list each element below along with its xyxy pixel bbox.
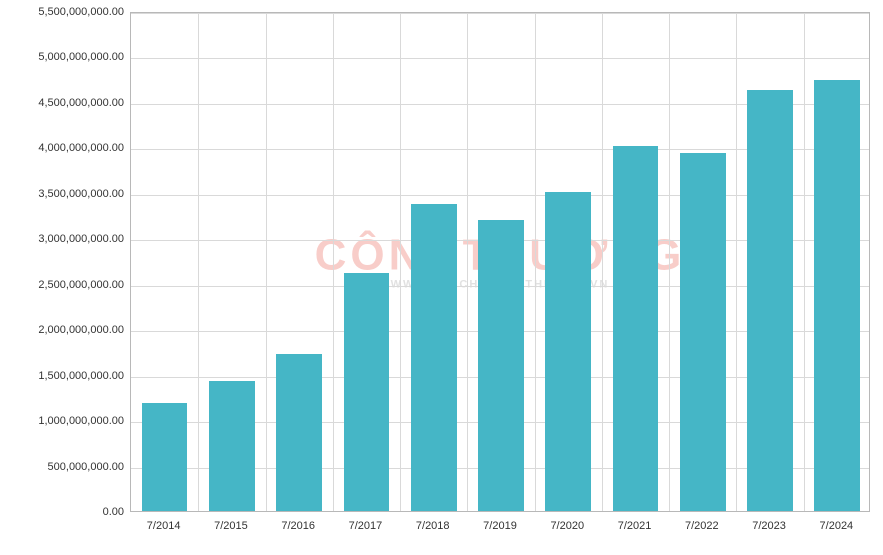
- bar-chart: CÔNGTHƯƠNG WWW.TAPCHICONGTHUONG.VN 0.00 5…: [0, 0, 883, 555]
- y-tick-label: 500,000,000.00: [4, 461, 124, 473]
- x-gridline: [535, 13, 536, 511]
- x-tick-label: 7/2021: [618, 520, 652, 532]
- x-gridline: [736, 13, 737, 511]
- bar: [814, 80, 860, 511]
- x-gridline: [400, 13, 401, 511]
- x-gridline: [669, 13, 670, 511]
- bar: [411, 204, 457, 511]
- y-gridline: [131, 13, 869, 14]
- y-tick-label: 4,500,000,000.00: [4, 97, 124, 109]
- y-tick-label: 1,500,000,000.00: [4, 370, 124, 382]
- x-tick-label: 7/2015: [214, 520, 248, 532]
- x-tick-label: 7/2017: [349, 520, 383, 532]
- x-gridline: [198, 13, 199, 511]
- bar: [142, 403, 188, 511]
- x-tick-label: 7/2019: [483, 520, 517, 532]
- y-tick-label: 3,000,000,000.00: [4, 233, 124, 245]
- x-tick-label: 7/2016: [281, 520, 315, 532]
- bar: [276, 354, 322, 511]
- x-gridline: [804, 13, 805, 511]
- y-gridline: [131, 58, 869, 59]
- bar: [478, 220, 524, 511]
- y-tick-label: 4,000,000,000.00: [4, 142, 124, 154]
- x-tick-label: 7/2022: [685, 520, 719, 532]
- x-tick-label: 7/2014: [147, 520, 181, 532]
- bar: [747, 90, 793, 511]
- y-tick-label: 2,500,000,000.00: [4, 279, 124, 291]
- x-tick-label: 7/2020: [550, 520, 584, 532]
- plot-area: CÔNGTHƯƠNG WWW.TAPCHICONGTHUONG.VN: [130, 12, 870, 512]
- y-tick-label: 1,000,000,000.00: [4, 415, 124, 427]
- x-gridline: [333, 13, 334, 511]
- y-tick-label: 5,500,000,000.00: [4, 6, 124, 18]
- x-tick-label: 7/2023: [752, 520, 786, 532]
- x-tick-label: 7/2024: [820, 520, 854, 532]
- bar: [613, 146, 659, 511]
- y-tick-label: 5,000,000,000.00: [4, 51, 124, 63]
- x-gridline: [266, 13, 267, 511]
- y-tick-label: 0.00: [4, 506, 124, 518]
- bar: [545, 192, 591, 511]
- bar: [680, 153, 726, 511]
- x-gridline: [602, 13, 603, 511]
- bar: [209, 381, 255, 511]
- y-tick-label: 3,500,000,000.00: [4, 188, 124, 200]
- x-tick-label: 7/2018: [416, 520, 450, 532]
- bar: [344, 273, 390, 511]
- x-gridline: [467, 13, 468, 511]
- y-tick-label: 2,000,000,000.00: [4, 324, 124, 336]
